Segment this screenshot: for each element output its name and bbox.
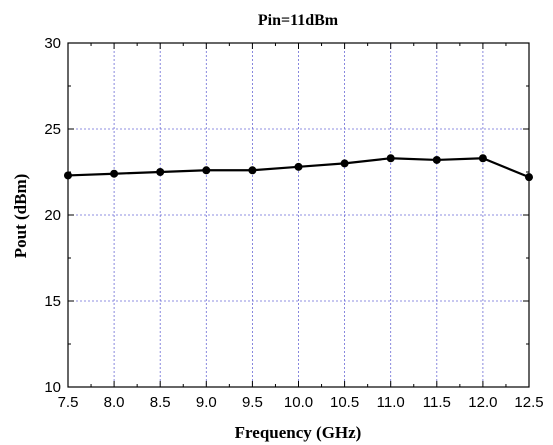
data-point [110,169,119,178]
x-axis-label: Frequency (GHz) [235,423,362,442]
x-tick-label: 11.5 [423,394,451,411]
data-point [248,166,257,175]
x-tick-label: 10.0 [284,394,313,411]
y-tick-label: 15 [44,293,61,310]
data-point [478,154,487,163]
x-tick-label: 9.0 [196,394,217,411]
series-points-group [64,154,533,182]
y-tick-label: 30 [44,35,61,52]
axis-ticks [67,42,530,388]
y-tick-label: 25 [44,121,61,138]
data-point [202,166,211,175]
x-tick-label: 10.5 [330,394,359,411]
y-tick-label: 20 [44,207,61,224]
data-point [386,154,395,163]
data-point [432,155,441,164]
data-point [156,168,165,176]
x-tick-label: 8.0 [104,394,125,411]
x-tick-label: 11.0 [377,394,405,411]
y-tick-label: 10 [44,379,61,396]
x-tick-label: 12.5 [514,394,543,411]
y-axis-label: Pout (dBm) [11,174,30,259]
y-tick-labels: 10 15 20 25 30 [44,35,61,396]
grid-lines [68,43,529,387]
data-point [294,162,303,171]
chart-title: Pin=11dBm [258,12,339,29]
x-tick-labels: 7.5 8.0 8.5 9.0 9.5 10.0 10.5 11.0 11.5 12.0 12.5 [58,394,544,411]
x-tick-label: 8.5 [150,394,171,411]
data-point [340,159,349,168]
x-tick-label: 12.0 [468,394,497,411]
x-tick-label: 9.5 [242,394,263,411]
x-tick-label: 7.5 [58,394,79,411]
